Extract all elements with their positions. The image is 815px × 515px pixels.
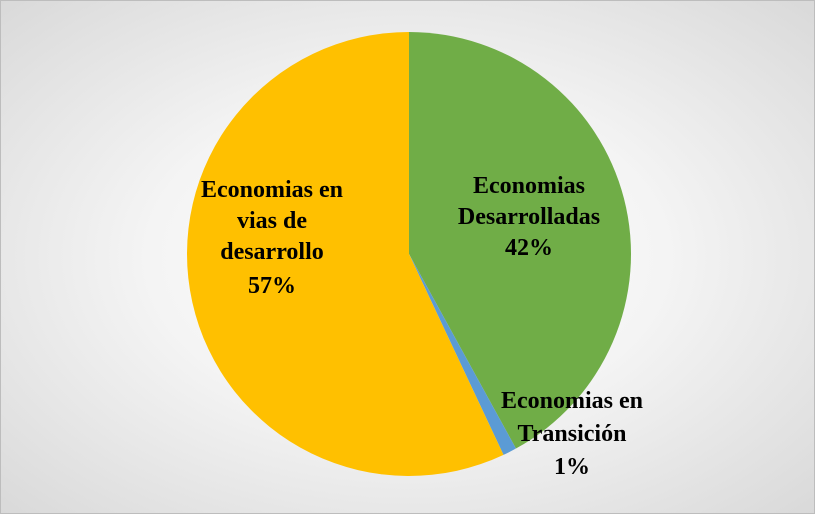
slice-label-line: Economias <box>473 173 585 199</box>
pie-slice-0 <box>409 32 632 449</box>
slice-label-line: Economias en <box>201 177 343 203</box>
slice-label-line: Transición <box>518 421 627 447</box>
pie-slice-1 <box>409 254 516 455</box>
slice-label-line: vias de <box>237 208 307 234</box>
slice-label-line: Economias en <box>501 388 643 414</box>
slice-percent-label: 1% <box>554 454 590 480</box>
slice-label-economias-en-transicion: Economias en Transición 1% <box>501 388 643 480</box>
slice-label-line: desarrollo <box>220 239 324 265</box>
slice-label-economias-en-vias-de-desarrollo: Economias en vias de desarrollo 57% <box>201 177 343 299</box>
pie-slice-2 <box>187 32 504 476</box>
slice-percent-label: 42% <box>505 235 553 261</box>
slice-label-line: Desarrolladas <box>458 204 600 230</box>
slice-percent-label: 57% <box>248 273 296 299</box>
slice-label-economias-desarrolladas: Economias Desarrolladas 42% <box>458 173 600 261</box>
